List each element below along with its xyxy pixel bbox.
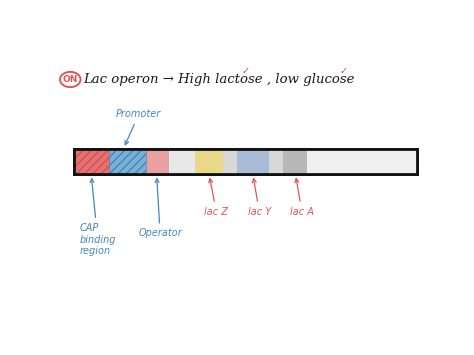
- Bar: [74, 148, 418, 175]
- Bar: [237, 148, 269, 175]
- Bar: [195, 148, 223, 175]
- Bar: [109, 148, 146, 175]
- Bar: [74, 148, 109, 175]
- Bar: [109, 148, 146, 175]
- Bar: [146, 148, 169, 175]
- Bar: [223, 148, 237, 175]
- Text: ✓: ✓: [340, 66, 348, 76]
- Text: CAP
binding
region: CAP binding region: [80, 179, 116, 256]
- Bar: [74, 148, 418, 175]
- Bar: [307, 148, 418, 175]
- Text: lac A: lac A: [290, 179, 314, 217]
- Bar: [269, 148, 283, 175]
- Text: ON: ON: [63, 75, 78, 84]
- Text: lac Z: lac Z: [204, 179, 228, 217]
- Bar: [283, 148, 307, 175]
- Bar: [169, 148, 195, 175]
- Bar: [74, 148, 109, 175]
- Text: Lac operon → High lactose , low glucose: Lac operon → High lactose , low glucose: [83, 73, 355, 86]
- Text: Promoter: Promoter: [116, 109, 162, 145]
- Text: lac Y: lac Y: [248, 179, 271, 217]
- Text: ✓: ✓: [242, 66, 250, 76]
- Text: Operator: Operator: [138, 179, 182, 239]
